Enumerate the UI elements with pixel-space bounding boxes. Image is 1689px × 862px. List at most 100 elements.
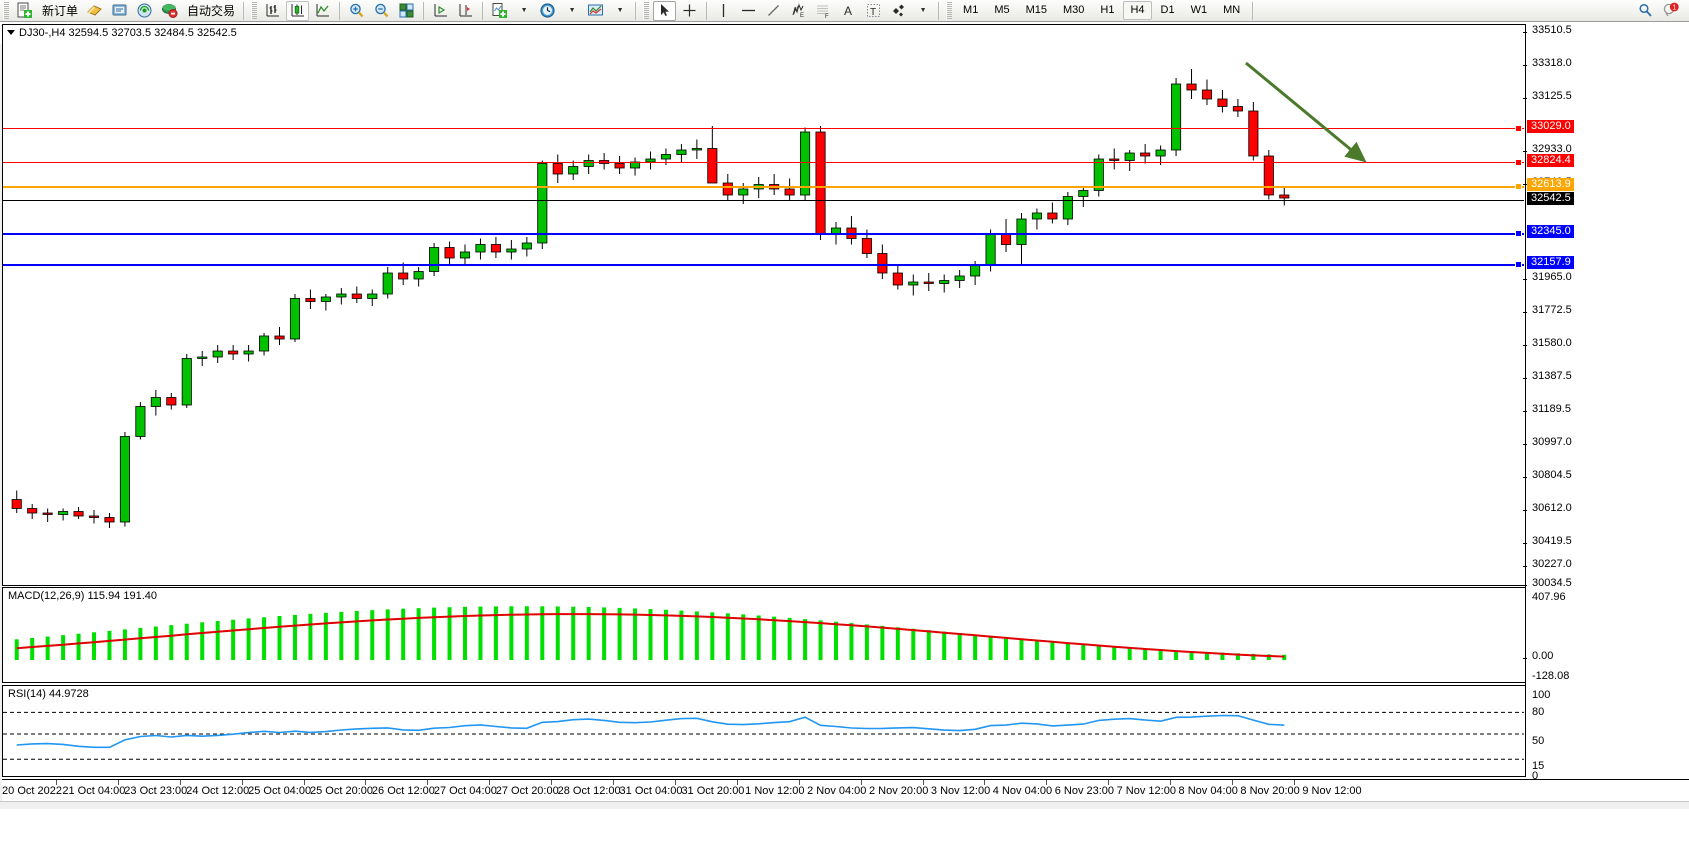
chart-shift-icon[interactable] <box>429 1 452 21</box>
data-window-icon[interactable] <box>108 1 131 21</box>
templates-icon[interactable] <box>584 1 607 21</box>
new-order-button[interactable]: 新订单 <box>42 4 79 18</box>
time-axis-separator <box>117 780 119 785</box>
toolbar-separator-8 <box>1252 1 1254 20</box>
candlestick-chart-icon[interactable] <box>286 0 310 21</box>
level-line-current-price[interactable] <box>3 200 1524 201</box>
fibonacci-icon[interactable]: F <box>812 1 835 21</box>
level-handle-resistance-2[interactable] <box>1515 159 1522 166</box>
macd-tick-label: -128.08 <box>1532 670 1570 682</box>
zoom-in-icon[interactable] <box>345 1 368 21</box>
level-line-resistance-2[interactable] <box>3 162 1524 163</box>
cursor-icon[interactable] <box>653 0 677 21</box>
timeframe-h1[interactable]: H1 <box>1100 4 1115 16</box>
time-axis-label: 3 Nov 12:00 <box>930 785 991 797</box>
time-axis-label: 27 Oct 04:00 <box>433 785 497 797</box>
price-pane-collapse-triangle-icon[interactable] <box>7 30 15 35</box>
bar-chart-icon[interactable] <box>261 1 284 21</box>
macd-pane[interactable]: MACD(12,26,9) 115.94 191.40 <box>2 587 1525 683</box>
level-line-pivot[interactable] <box>3 186 1524 188</box>
toolbar-grip-3[interactable] <box>643 1 650 20</box>
text-label-icon[interactable]: A <box>837 1 860 21</box>
timeframe-m5[interactable]: M5 <box>994 4 1010 16</box>
timeframe-m15[interactable]: M15 <box>1025 4 1047 16</box>
timeframe-d1[interactable]: D1 <box>1160 4 1175 16</box>
time-axis-label: 9 Nov 12:00 <box>1302 785 1362 797</box>
period-icon[interactable] <box>536 1 559 21</box>
level-line-support-2[interactable] <box>3 264 1524 266</box>
time-axis-label: 26 Oct 12:00 <box>371 785 435 797</box>
toolbar-grip-4[interactable] <box>946 1 953 20</box>
text-box-icon[interactable]: T <box>862 1 885 21</box>
level-tag-pivot[interactable]: 32613.9 <box>1527 178 1574 191</box>
shapes-icon[interactable] <box>887 1 910 21</box>
search-icon[interactable] <box>1634 1 1657 21</box>
chart-area[interactable]: DJ30-,H4 32594.5 32703.5 32484.5 32542.5 <box>0 22 1689 862</box>
alert-bell-icon[interactable]: 1 <box>1659 1 1682 21</box>
toolbar-separator-2 <box>339 1 341 20</box>
toolbar-grip[interactable] <box>3 1 9 20</box>
period-dropdown-chevron-down-icon[interactable]: ▼ <box>568 7 576 14</box>
level-tag-resistance-1[interactable]: 33029.0 <box>1527 120 1574 133</box>
time-axis-separator <box>984 780 986 785</box>
new-order-icon[interactable] <box>13 1 36 21</box>
time-axis[interactable]: 20 Oct 2022 21 Oct 04:00 23 Oct 23:00 24 Oc… <box>2 779 1689 801</box>
vertical-line-icon[interactable] <box>712 1 735 21</box>
level-line-resistance-1[interactable] <box>3 128 1524 129</box>
level-handle-support-2[interactable] <box>1515 261 1522 268</box>
timeframe-w1[interactable]: W1 <box>1190 4 1208 16</box>
macd-label: MACD(12,26,9) 115.94 191.40 <box>8 590 157 602</box>
templates-dropdown-chevron-down-icon[interactable]: ▼ <box>616 7 624 14</box>
shapes-dropdown-chevron-down-icon[interactable]: ▼ <box>919 7 927 14</box>
expert-advisor-icon[interactable] <box>83 1 106 21</box>
toolbar-grip-2[interactable] <box>251 1 258 20</box>
level-handle-support-1[interactable] <box>1515 230 1522 237</box>
elliott-wave-icon[interactable]: E <box>787 1 810 21</box>
rsi-pane[interactable]: RSI(14) 44.9728 <box>2 685 1525 777</box>
add-indicator-dropdown-chevron-down-icon[interactable]: ▼ <box>520 7 528 14</box>
toolbar-separator-3 <box>423 1 425 20</box>
auto-trading-icon[interactable] <box>158 1 181 21</box>
price-pane[interactable]: DJ30-,H4 32594.5 32703.5 32484.5 32542.5 <box>2 24 1525 586</box>
time-axis-separator <box>674 780 676 785</box>
trendline-icon[interactable] <box>762 1 785 21</box>
level-tag-resistance-2[interactable]: 32824.4 <box>1527 154 1574 167</box>
line-chart-icon[interactable] <box>311 1 334 21</box>
price-tick-label: 31189.5 <box>1532 403 1571 415</box>
crosshair-icon[interactable] <box>678 1 701 21</box>
timeframe-h4[interactable]: H4 <box>1123 1 1152 20</box>
toolbar-separator-4 <box>482 1 484 20</box>
macd-series <box>14 606 1287 660</box>
time-axis-label: 4 Nov 04:00 <box>992 785 1053 797</box>
time-axis-label: 27 Oct 20:00 <box>495 785 559 797</box>
timeframe-mn[interactable]: MN <box>1223 4 1241 16</box>
tile-windows-icon[interactable] <box>395 1 418 21</box>
price-tick-label: 30997.0 <box>1532 436 1572 448</box>
rsi-tick-label: 100 <box>1532 689 1551 701</box>
time-axis-separator <box>613 780 615 785</box>
signals-icon[interactable] <box>133 1 156 21</box>
timeframe-m30[interactable]: M30 <box>1063 4 1085 16</box>
horizontal-line-icon[interactable] <box>737 1 760 21</box>
timeframe-m1[interactable]: M1 <box>963 4 979 16</box>
time-axis-label: 6 Nov 23:00 <box>1054 785 1115 797</box>
level-handle-pivot[interactable] <box>1515 183 1522 190</box>
time-axis-separator <box>551 780 553 785</box>
price-axis[interactable]: 33510.5 33318.0 33125.5 32933.0 32740.5 … <box>1523 24 1689 782</box>
time-axis-label: 25 Oct 04:00 <box>248 785 312 797</box>
level-tag-support-1[interactable]: 32345.0 <box>1527 225 1574 238</box>
level-tag-current-price[interactable]: 32542.5 <box>1527 192 1574 205</box>
auto-trading-button[interactable]: 自动交易 <box>187 4 236 18</box>
add-indicator-icon[interactable] <box>488 1 511 21</box>
level-handle-resistance-1[interactable] <box>1515 125 1522 132</box>
zoom-out-icon[interactable] <box>370 1 393 21</box>
level-line-support-1[interactable] <box>3 233 1524 235</box>
auto-scroll-icon[interactable] <box>454 1 477 21</box>
rsi-tick-label: 0 <box>1532 770 1539 782</box>
time-axis-separator <box>860 780 862 785</box>
time-axis-label: 31 Oct 20:00 <box>681 785 745 797</box>
toolbar-separator-6 <box>706 1 708 20</box>
time-axis-label: 20 Oct 2022 <box>2 785 62 797</box>
level-tag-support-2[interactable]: 32157.9 <box>1527 256 1574 269</box>
